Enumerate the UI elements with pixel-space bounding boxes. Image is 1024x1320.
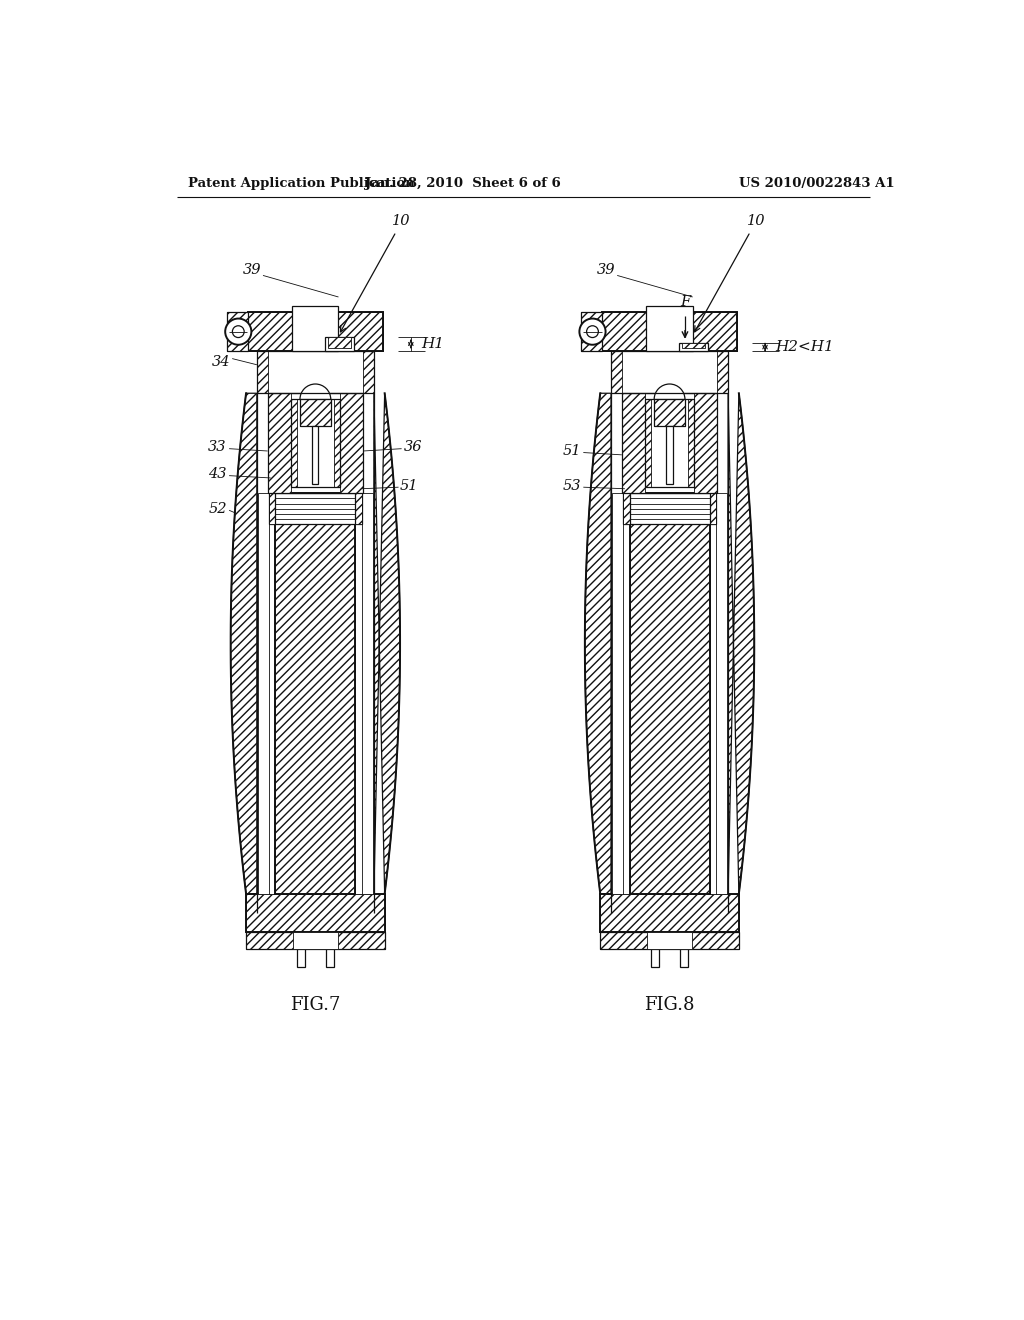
Circle shape: [580, 318, 605, 345]
Bar: [267, 393, 291, 494]
Bar: [602, 313, 737, 351]
Text: 34: 34: [212, 355, 230, 370]
Text: 39: 39: [597, 263, 615, 277]
Text: Jan. 28, 2010  Sheet 6 of 6: Jan. 28, 2010 Sheet 6 of 6: [366, 177, 561, 190]
Bar: [688, 400, 694, 487]
Bar: [257, 351, 374, 393]
Polygon shape: [374, 393, 400, 894]
Text: 52: 52: [208, 502, 226, 516]
Bar: [582, 313, 602, 351]
Bar: [600, 894, 739, 932]
Text: 43: 43: [208, 467, 226, 480]
Text: H1: H1: [421, 337, 443, 351]
Bar: [694, 393, 717, 494]
Text: Patent Application Publication: Patent Application Publication: [188, 177, 415, 190]
Wedge shape: [300, 384, 331, 400]
Bar: [227, 313, 248, 351]
Text: 51: 51: [562, 444, 581, 458]
Circle shape: [587, 326, 598, 338]
Bar: [293, 932, 338, 949]
Text: 51: 51: [400, 479, 419, 492]
Bar: [645, 400, 651, 487]
Bar: [246, 932, 385, 949]
Text: H2<H1: H2<H1: [775, 341, 834, 354]
Circle shape: [232, 326, 244, 338]
Bar: [611, 351, 622, 393]
Bar: [624, 494, 716, 524]
Bar: [622, 393, 645, 494]
Bar: [654, 400, 685, 426]
Bar: [600, 894, 739, 932]
Bar: [364, 351, 374, 393]
Polygon shape: [728, 393, 755, 894]
Bar: [645, 400, 694, 487]
Bar: [227, 313, 248, 351]
Text: 10: 10: [392, 214, 411, 227]
Text: 39: 39: [243, 263, 261, 277]
Bar: [269, 494, 275, 524]
Wedge shape: [654, 384, 685, 400]
Bar: [246, 894, 385, 932]
Polygon shape: [230, 393, 257, 894]
Bar: [611, 494, 727, 894]
Bar: [624, 494, 630, 524]
Bar: [248, 313, 383, 351]
Bar: [291, 400, 297, 487]
Bar: [682, 343, 705, 348]
Bar: [325, 337, 354, 351]
Bar: [292, 306, 339, 351]
Bar: [630, 494, 710, 894]
Bar: [275, 494, 355, 894]
Bar: [297, 932, 304, 966]
Bar: [717, 351, 728, 393]
Bar: [269, 494, 361, 524]
Bar: [600, 932, 739, 949]
Bar: [248, 313, 383, 351]
Bar: [600, 932, 739, 949]
Bar: [258, 494, 373, 894]
Bar: [328, 337, 351, 348]
Bar: [667, 426, 673, 484]
Bar: [275, 494, 355, 894]
Bar: [300, 400, 331, 426]
Bar: [582, 313, 602, 351]
Text: US 2010/0022843 A1: US 2010/0022843 A1: [739, 177, 895, 190]
Polygon shape: [585, 393, 611, 894]
Bar: [647, 932, 692, 949]
Bar: [680, 932, 688, 966]
Bar: [651, 932, 658, 966]
Bar: [257, 351, 267, 393]
Bar: [246, 894, 385, 932]
Text: 36: 36: [403, 440, 423, 454]
Bar: [710, 494, 716, 524]
Text: FIG.7: FIG.7: [290, 997, 341, 1014]
Text: F: F: [680, 294, 690, 309]
Bar: [334, 400, 340, 487]
Bar: [654, 400, 685, 426]
Bar: [679, 343, 708, 351]
Bar: [630, 494, 710, 894]
Bar: [602, 313, 737, 351]
Bar: [355, 494, 361, 524]
Bar: [646, 306, 692, 351]
Text: FIG.8: FIG.8: [644, 997, 695, 1014]
Bar: [326, 932, 334, 966]
Text: 33: 33: [208, 440, 226, 454]
Bar: [340, 393, 364, 494]
Bar: [246, 932, 385, 949]
Circle shape: [225, 318, 251, 345]
Text: 53: 53: [562, 479, 581, 492]
Bar: [622, 393, 717, 494]
Bar: [291, 400, 340, 487]
Bar: [611, 351, 728, 393]
Text: 10: 10: [746, 214, 765, 227]
Bar: [267, 393, 364, 494]
Bar: [312, 426, 318, 484]
Bar: [300, 400, 331, 426]
